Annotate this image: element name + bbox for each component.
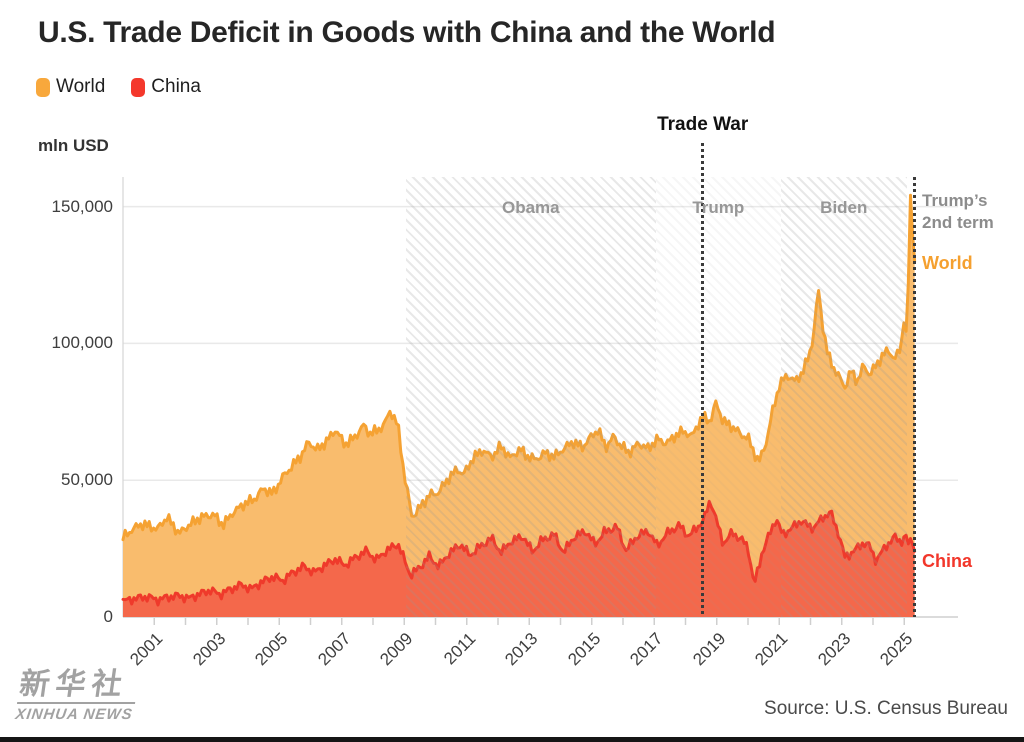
y-tick-label-0: 0 [103,607,113,626]
y-tick-label-50000: 50,000 [61,470,113,490]
chart-title: U.S. Trade Deficit in Goods with China a… [38,16,776,49]
trumps-second-term-line2: 2nd term [922,213,994,232]
data-end-line [913,177,917,617]
trade-war-line [701,143,705,617]
legend-label-world: World [56,76,106,97]
xinhua-logo-english: XINHUA NEWS [14,706,134,723]
trumps-second-term-line1: Trump’s [922,191,988,210]
band-biden [780,177,907,617]
world-swatch-icon [36,77,50,97]
source-credit: Source: U.S. Census Bureau [764,698,1008,719]
legend-label-china: China [151,76,201,97]
china-swatch-icon [131,77,146,97]
xinhua-logo-rule [16,702,136,704]
bottom-border-bar [0,737,1024,742]
legend-item-china: China [131,76,201,98]
band-label-biden: Biden [820,198,868,217]
legend: World China [36,76,201,98]
xinhua-logo-chinese: 新华社 [17,668,131,701]
y-axis-unit-label: mln USD [38,136,109,155]
trumps-second-term-note: Trump’s 2nd term [922,190,994,234]
china-series-tag: China [922,551,973,571]
y-tick-label-100000: 100,000 [51,333,113,353]
world-series-tag: World [922,253,973,273]
band-obama [405,177,656,617]
trade-war-annotation: Trade War [657,114,749,135]
legend-item-world: World [36,76,105,98]
band-trump [655,177,781,617]
band-label-obama: Obama [501,198,560,217]
y-tick-label-150000: 150,000 [51,196,113,216]
band-label-trump: Trump [692,198,745,217]
xinhua-logo: 新华社 XINHUA NEWS [14,668,139,723]
